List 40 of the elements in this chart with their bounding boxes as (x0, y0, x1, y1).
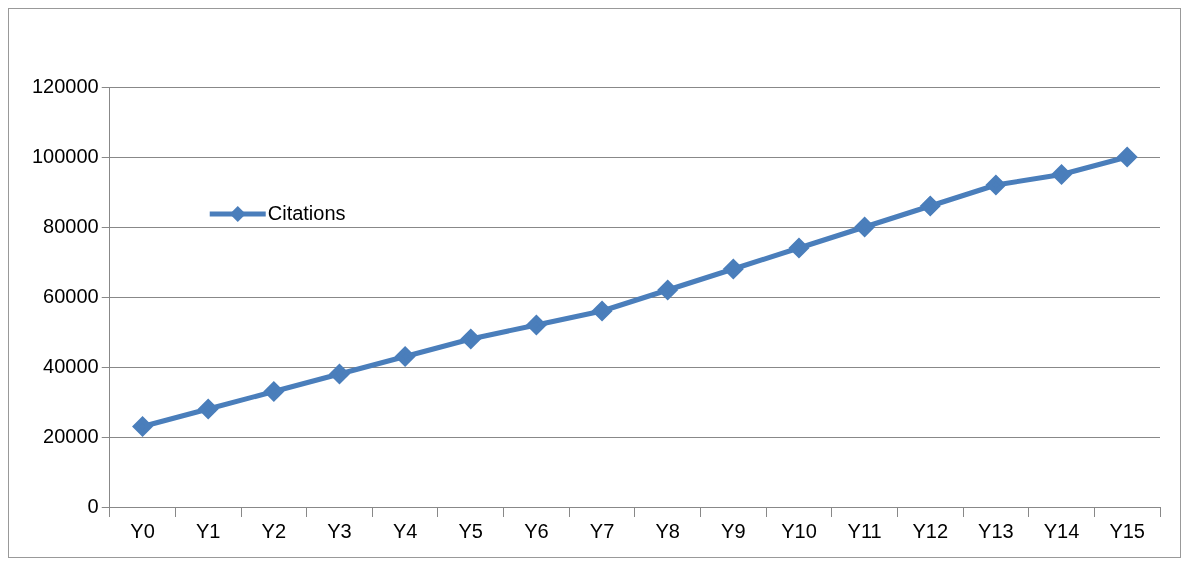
point (1052, 165, 1072, 184)
point (723, 259, 743, 279)
point (920, 196, 940, 216)
y-tick-label: 120000 (31, 74, 99, 97)
x-tick-label: Y13 (978, 519, 1014, 542)
point (658, 280, 678, 300)
point (789, 238, 809, 258)
y-tick-label: 80000 (43, 214, 99, 237)
x-tick-label: Y8 (655, 519, 680, 542)
x-tick-label: Y7 (589, 519, 615, 542)
point (986, 175, 1006, 195)
x-tick-label: Y0 (130, 519, 155, 542)
point (855, 217, 875, 237)
x-tick-label: Y5 (458, 519, 483, 542)
y-tick-label: 20000 (43, 424, 99, 447)
x-tick-label: Y3 (327, 519, 352, 542)
legend-label: Citations (267, 201, 346, 224)
x-tick-label: Y15 (1109, 519, 1145, 542)
y-tick-label: 60000 (43, 284, 99, 307)
x-tick-label: Y2 (261, 519, 287, 542)
x-tick-label: Y4 (392, 519, 418, 542)
x-tick-label: Y9 (721, 519, 746, 542)
point (526, 315, 546, 335)
point (198, 399, 218, 419)
point (395, 347, 415, 366)
x-tick-label: Y10 (781, 519, 817, 542)
point (1117, 147, 1137, 167)
y-tick-label: 0 (87, 494, 99, 517)
point (329, 364, 349, 384)
point (264, 382, 284, 401)
point (133, 417, 153, 436)
y-tick-label: 40000 (43, 354, 99, 377)
x-tick-label: Y1 (195, 519, 221, 542)
y-tick-label: 100000 (31, 144, 99, 167)
x-tick-label: Y6 (524, 519, 549, 542)
point (461, 329, 481, 349)
x-tick-label: Y11 (847, 519, 882, 542)
x-tick-label: Y12 (912, 519, 949, 542)
point (592, 301, 612, 321)
x-tick-label: Y14 (1043, 519, 1080, 542)
